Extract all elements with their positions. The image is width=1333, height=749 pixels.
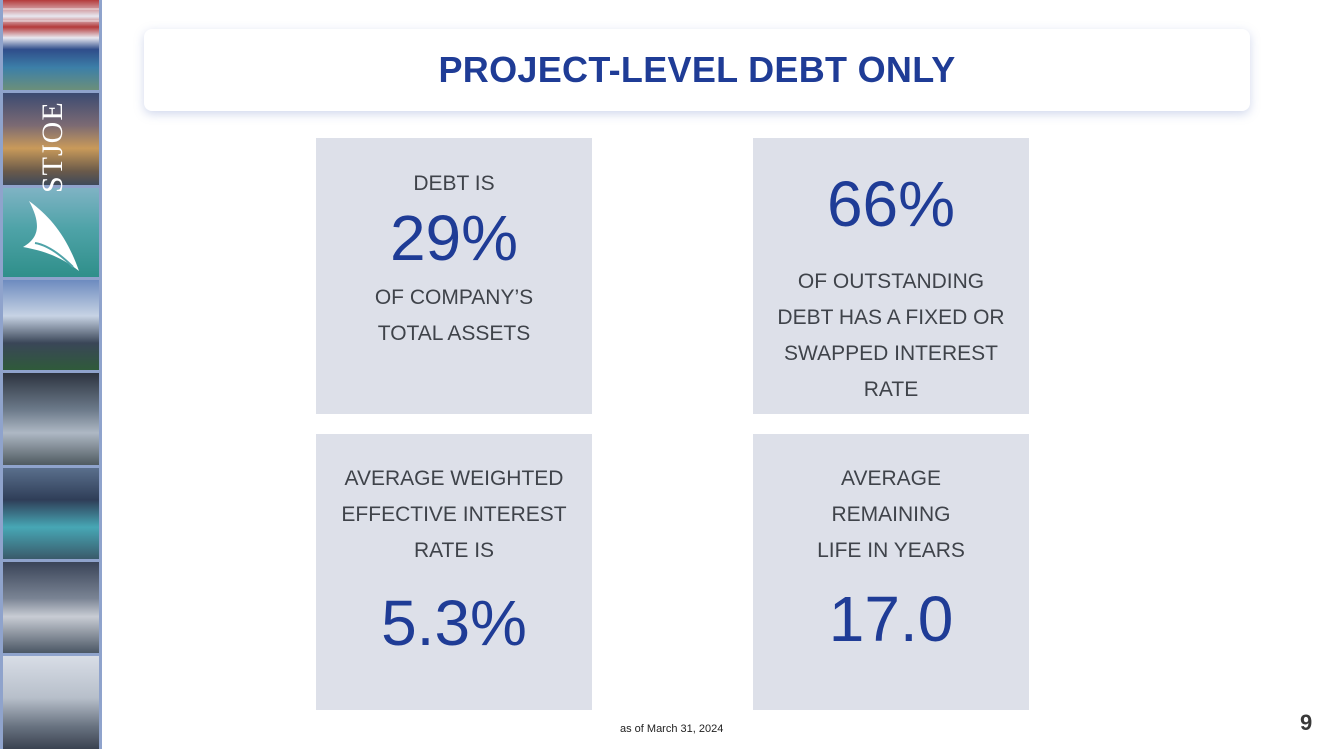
resort-pool-photo	[3, 468, 99, 559]
page-title: PROJECT-LEVEL DEBT ONLY	[438, 49, 956, 90]
logo-wordmark: STJOE	[36, 101, 69, 193]
card-label-top: DEBT IS	[413, 172, 495, 195]
card-label-line: OF COMPANY’S	[374, 286, 534, 309]
interest-rate-value: 5.3%	[381, 587, 527, 659]
card-label-line: AVERAGE	[841, 467, 941, 490]
remaining-life-card: AVERAGE REMAINING LIFE IN YEARS 17.0	[753, 434, 1029, 710]
patio-photo	[3, 562, 99, 653]
card-label-line: AVERAGE WEIGHTED	[344, 467, 564, 490]
sunset-photo	[3, 93, 99, 185]
card-label-line: LIFE IN YEARS	[817, 539, 965, 562]
terrace-photo	[3, 373, 99, 465]
card-label-line: SWAPPED INTEREST	[784, 342, 998, 365]
photo-strip: STJOE	[0, 0, 102, 749]
fixed-rate-card: 66% OF OUTSTANDING DEBT HAS A FIXED OR S…	[753, 138, 1029, 414]
company-logo: STJOE	[3, 93, 99, 277]
card-label-line: DEBT HAS A FIXED OR	[777, 306, 1005, 329]
card-label-line: RATE IS	[413, 539, 495, 562]
leaf-logo-icon	[23, 201, 79, 271]
interest-rate-card: AVERAGE WEIGHTED EFFECTIVE INTEREST RATE…	[316, 434, 592, 710]
title-banner: PROJECT-LEVEL DEBT ONLY	[144, 29, 1250, 111]
debt-percent-value: 29%	[389, 202, 519, 274]
remaining-life-value: 17.0	[828, 583, 954, 655]
page-number: 9	[1300, 710, 1313, 735]
card-label-line: OF OUTSTANDING	[797, 270, 985, 293]
interior-photo	[3, 656, 99, 749]
card-label-line: EFFECTIVE INTEREST	[341, 503, 567, 526]
fixed-rate-percent-value: 66%	[826, 168, 956, 240]
debt-to-assets-card: DEBT IS 29% OF COMPANY’S TOTAL ASSETS	[316, 138, 592, 414]
as-of-date-note: as of March 31, 2024	[620, 723, 724, 735]
building-photo	[3, 280, 99, 370]
card-label-line: REMAINING	[831, 503, 951, 526]
flag-photo	[3, 0, 99, 90]
card-label-line: TOTAL ASSETS	[377, 322, 531, 345]
card-label-line: RATE	[863, 378, 919, 401]
